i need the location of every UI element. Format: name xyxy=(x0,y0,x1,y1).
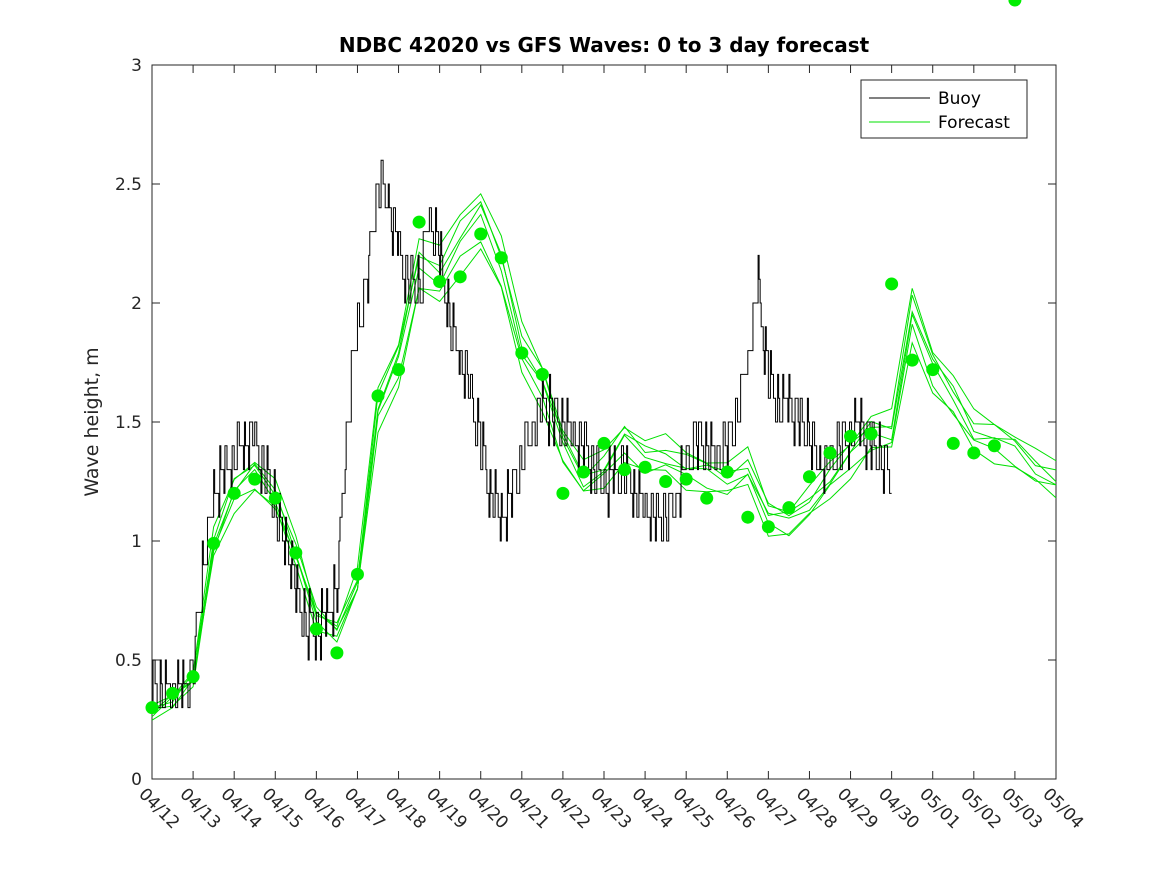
forecast-point xyxy=(885,277,899,291)
forecast-point xyxy=(166,686,180,700)
forecast-point xyxy=(1008,0,1022,7)
x-tick-label: 04/21 xyxy=(504,784,553,833)
x-tick-label: 04/28 xyxy=(792,784,841,833)
legend-buoy-label: Buoy xyxy=(938,89,981,109)
y-tick-label: 2.5 xyxy=(115,175,142,195)
y-tick-label: 1 xyxy=(131,532,142,552)
forecast-point xyxy=(556,486,570,500)
forecast-point xyxy=(227,486,241,500)
forecast-point xyxy=(330,646,344,660)
forecast-point xyxy=(946,436,960,450)
forecast-point xyxy=(474,227,488,241)
forecast-point xyxy=(289,546,303,560)
forecast-point xyxy=(371,389,385,403)
y-tick-label: 1.5 xyxy=(115,413,142,433)
forecast-point xyxy=(186,670,200,684)
forecast-point xyxy=(453,270,467,284)
plot-area xyxy=(151,64,1057,780)
forecast-point xyxy=(638,460,652,474)
x-tick-label: 04/27 xyxy=(751,784,800,833)
x-tick-label: 04/23 xyxy=(586,784,635,833)
legend-box xyxy=(860,79,1028,139)
forecast-point xyxy=(350,567,364,581)
x-tick-label: 04/12 xyxy=(134,784,183,833)
forecast-point xyxy=(659,475,673,488)
buoy-line xyxy=(152,159,892,709)
forecast-point xyxy=(741,510,755,524)
y-tick-label: 0 xyxy=(131,770,142,790)
forecast-point xyxy=(309,622,323,636)
y-axis: 0 0.5 1 1.5 2 2.5 3 xyxy=(115,56,1056,790)
forecast-point xyxy=(515,346,529,360)
forecast-point xyxy=(987,439,1001,453)
forecast-point xyxy=(576,465,590,479)
forecast-point xyxy=(844,429,858,443)
chart-title: NDBC 42020 vs GFS Waves: 0 to 3 day fore… xyxy=(339,33,870,57)
x-tick-label: 04/13 xyxy=(176,784,225,833)
x-tick-label: 04/17 xyxy=(340,784,389,833)
forecast-point xyxy=(433,275,447,289)
y-tick-label: 0.5 xyxy=(115,651,142,671)
x-tick-label: 04/16 xyxy=(299,784,348,833)
y-axis-label: Wave height, m xyxy=(81,347,103,496)
forecast-point xyxy=(782,501,796,515)
x-tick-label: 04/25 xyxy=(669,784,718,833)
legend: Buoy Forecast xyxy=(860,79,1028,139)
x-tick-label: 05/02 xyxy=(956,784,1005,833)
x-tick-label: 05/03 xyxy=(997,784,1046,833)
forecast-point xyxy=(926,363,940,377)
forecast-point xyxy=(700,491,714,505)
forecast-point xyxy=(761,520,775,534)
x-tick-label: 04/30 xyxy=(874,784,923,833)
forecast-line xyxy=(151,200,1057,706)
y-tick-label: 2 xyxy=(131,294,142,314)
forecast-point xyxy=(268,491,282,505)
forecast-point xyxy=(248,472,262,486)
x-tick-label: 05/01 xyxy=(915,784,964,833)
forecast-point xyxy=(535,367,549,381)
x-tick-label: 04/14 xyxy=(217,784,266,833)
forecast-point xyxy=(905,353,919,367)
x-tick-label: 04/22 xyxy=(545,784,594,833)
x-tick-label: 04/15 xyxy=(258,784,307,833)
x-tick-label: 05/04 xyxy=(1038,784,1087,833)
x-tick-label: 04/20 xyxy=(463,784,512,833)
forecast-point xyxy=(412,215,426,229)
forecast-point xyxy=(207,536,221,550)
x-tick-label: 04/29 xyxy=(833,784,882,833)
forecast-point xyxy=(145,701,159,715)
x-tick-label: 04/26 xyxy=(710,784,759,833)
forecast-point xyxy=(864,427,878,441)
forecast-point xyxy=(823,446,837,460)
forecast-point xyxy=(679,472,693,486)
forecast-point xyxy=(597,436,611,450)
forecast-point xyxy=(802,470,816,484)
legend-forecast-label: Forecast xyxy=(938,113,1010,133)
forecast-point xyxy=(967,446,981,460)
x-tick-label: 04/18 xyxy=(381,784,430,833)
y-tick-label: 3 xyxy=(131,56,142,76)
forecast-point xyxy=(720,465,734,479)
series-layer xyxy=(145,0,1057,721)
forecast-point xyxy=(494,251,508,265)
x-tick-label: 04/19 xyxy=(422,784,471,833)
forecast-point xyxy=(392,363,406,377)
forecast-point xyxy=(618,463,632,477)
x-tick-label: 04/24 xyxy=(628,784,677,833)
